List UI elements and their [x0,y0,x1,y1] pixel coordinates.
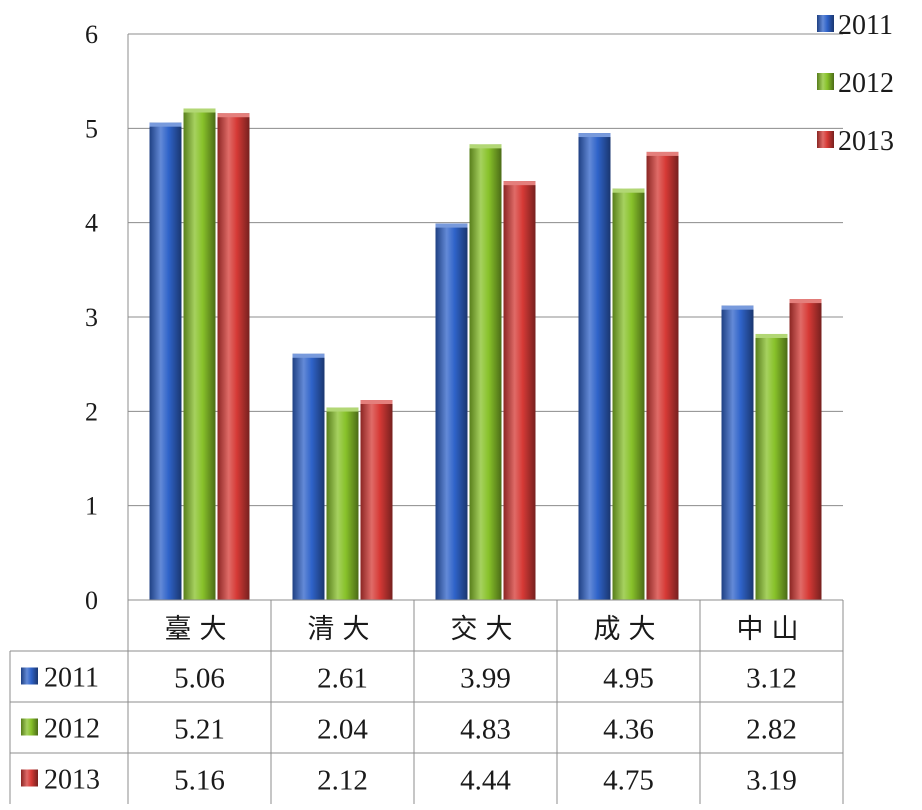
y-tick-label: 5 [85,114,98,143]
bar-2011-3 [578,133,611,601]
category-label: 臺大 [165,614,235,645]
table-cell: 2.12 [317,765,368,797]
bar-2013-3 [646,151,679,600]
axes: 0 1 2 3 4 5 6 [85,20,129,615]
table-cell: 5.06 [174,663,225,695]
bar-top [755,333,788,338]
table-cell: 4.44 [460,765,511,797]
table-row-label: 2011 [44,663,99,694]
bar-top [469,144,502,149]
table-cell: 2.04 [317,714,368,746]
table-cell: 3.19 [746,765,797,797]
bar-top [360,400,393,405]
bar-2012-3 [612,188,645,600]
table-cell: 3.99 [460,663,511,695]
legend-swatch [817,131,834,148]
bar-top [292,353,325,358]
table-cell: 4.75 [603,765,654,797]
table-cell: 4.83 [460,714,511,746]
legend-swatch [817,15,834,32]
table-cell: 2.82 [746,714,797,746]
bar-2011-2 [435,223,468,601]
bar-top [789,299,822,304]
table-row-label: 2013 [44,765,100,796]
bar-2013-4 [789,299,822,600]
bar-2013-0 [217,113,250,601]
y-tick-label: 6 [85,20,98,49]
legend-swatch [817,73,834,90]
bar-top [612,188,645,193]
legend-label: 2013 [838,126,894,157]
table-cell: 3.12 [746,663,797,695]
legend: 2011 2012 2013 [817,10,894,157]
table-row-label: 2012 [44,714,100,745]
y-tick-label: 4 [85,209,98,238]
bar-top [183,108,216,113]
legend-label: 2012 [838,68,894,99]
bar-2011-4 [721,305,754,600]
table-legend-swatch [21,769,38,787]
category-label: 清大 [308,614,378,645]
y-tick-label: 1 [85,492,98,521]
bar-top [646,151,679,156]
bar-top [721,305,754,310]
bar-2012-2 [469,144,502,600]
table-legend-swatch [21,718,38,736]
table-legend-swatch [21,667,38,685]
bar-top [578,133,611,138]
bar-top [149,122,182,127]
bar-top [435,223,468,228]
bar-top [503,181,536,186]
bar-2011-1 [292,353,325,600]
bar-2012-4 [755,333,788,600]
table-cell: 5.21 [174,714,225,746]
category-label: 中山 [737,614,807,645]
table-cell: 4.95 [603,663,654,695]
bar-top [217,113,250,118]
bar-2012-1 [326,407,359,600]
category-label: 成大 [594,614,664,645]
bar-2013-1 [360,400,393,600]
category-label: 交大 [451,614,521,645]
table-cell: 5.16 [174,765,225,797]
y-tick-label: 2 [85,397,98,426]
bar-2013-2 [503,181,536,600]
y-tick-label: 3 [85,303,98,332]
y-tick-label: 0 [85,586,98,615]
table-cell: 2.61 [317,663,368,695]
data-table: 臺大 清大 交大 成大 中山 2011 5.06 2.61 3.99 4.95 3.12 2012 5.… [9,599,844,804]
table-cell: 4.36 [603,714,654,746]
bars [149,108,822,601]
legend-label: 2011 [838,10,893,41]
bar-2011-0 [149,122,182,600]
bar-top [326,407,359,412]
bar-2012-0 [183,108,216,601]
